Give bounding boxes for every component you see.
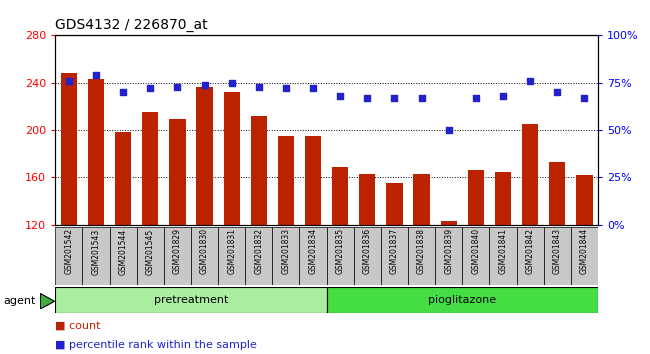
Polygon shape — [40, 293, 55, 309]
Point — [91, 72, 101, 78]
Point — [172, 84, 183, 89]
Text: GSM201837: GSM201837 — [390, 228, 399, 274]
Bar — [549, 162, 566, 225]
Text: GSM201841: GSM201841 — [499, 228, 508, 274]
Text: GSM201840: GSM201840 — [471, 228, 480, 274]
Bar — [55, 287, 326, 313]
Bar — [245, 227, 272, 285]
Text: GSM201545: GSM201545 — [146, 228, 155, 275]
Bar — [191, 227, 218, 285]
Bar — [489, 227, 517, 285]
Bar — [300, 227, 326, 285]
Bar — [169, 119, 185, 225]
Bar — [305, 136, 321, 225]
Point — [471, 95, 481, 101]
Point — [552, 89, 562, 95]
Bar — [441, 221, 457, 225]
Text: agent: agent — [3, 296, 36, 306]
Bar — [517, 227, 544, 285]
Text: GSM201836: GSM201836 — [363, 228, 372, 274]
Text: GSM201831: GSM201831 — [227, 228, 236, 274]
Bar — [272, 227, 300, 285]
Point — [281, 86, 291, 91]
Bar — [408, 227, 436, 285]
Point — [335, 93, 345, 99]
Bar — [381, 227, 408, 285]
Text: GSM201835: GSM201835 — [335, 228, 345, 274]
Bar — [354, 227, 381, 285]
Bar — [495, 172, 511, 225]
Point — [226, 80, 237, 86]
Bar — [55, 227, 83, 285]
Bar — [571, 227, 598, 285]
Text: GSM201829: GSM201829 — [173, 228, 182, 274]
Text: GSM201543: GSM201543 — [92, 228, 101, 275]
Bar — [251, 116, 267, 225]
Bar — [109, 227, 136, 285]
Text: GSM201838: GSM201838 — [417, 228, 426, 274]
Bar — [386, 183, 402, 225]
Point — [118, 89, 128, 95]
Point — [443, 127, 454, 133]
Point — [145, 86, 155, 91]
Bar — [115, 132, 131, 225]
Text: ■ percentile rank within the sample: ■ percentile rank within the sample — [55, 340, 257, 350]
Bar — [88, 79, 104, 225]
Bar — [327, 287, 598, 313]
Text: GSM201834: GSM201834 — [309, 228, 318, 274]
Bar — [218, 227, 245, 285]
Point — [579, 95, 590, 101]
Bar — [413, 174, 430, 225]
Point — [362, 95, 372, 101]
Bar — [136, 227, 164, 285]
Text: GDS4132 / 226870_at: GDS4132 / 226870_at — [55, 18, 208, 32]
Text: GSM201830: GSM201830 — [200, 228, 209, 274]
Text: ■ count: ■ count — [55, 321, 101, 331]
Point — [389, 95, 400, 101]
Point — [200, 82, 210, 87]
Bar — [468, 170, 484, 225]
Text: GSM201542: GSM201542 — [64, 228, 73, 274]
Bar — [224, 92, 240, 225]
Bar — [142, 112, 159, 225]
Bar — [462, 227, 489, 285]
Text: GSM201842: GSM201842 — [526, 228, 535, 274]
Point — [308, 86, 318, 91]
Bar — [164, 227, 191, 285]
Point — [498, 93, 508, 99]
Text: GSM201839: GSM201839 — [444, 228, 453, 274]
Bar — [196, 87, 213, 225]
Text: GSM201832: GSM201832 — [254, 228, 263, 274]
Bar — [436, 227, 462, 285]
Bar — [543, 227, 571, 285]
Text: GSM201843: GSM201843 — [552, 228, 562, 274]
Bar — [278, 136, 294, 225]
Point — [64, 78, 74, 84]
Bar — [577, 175, 593, 225]
Bar — [60, 73, 77, 225]
Bar — [332, 167, 348, 225]
Bar — [83, 227, 110, 285]
Text: pioglitazone: pioglitazone — [428, 295, 497, 305]
Bar — [522, 124, 538, 225]
Text: pretreatment: pretreatment — [154, 295, 228, 305]
Text: GSM201833: GSM201833 — [281, 228, 291, 274]
Point — [417, 95, 427, 101]
Bar — [359, 174, 376, 225]
Bar — [327, 227, 354, 285]
Point — [254, 84, 264, 89]
Point — [525, 78, 536, 84]
Text: GSM201844: GSM201844 — [580, 228, 589, 274]
Text: GSM201544: GSM201544 — [118, 228, 127, 275]
